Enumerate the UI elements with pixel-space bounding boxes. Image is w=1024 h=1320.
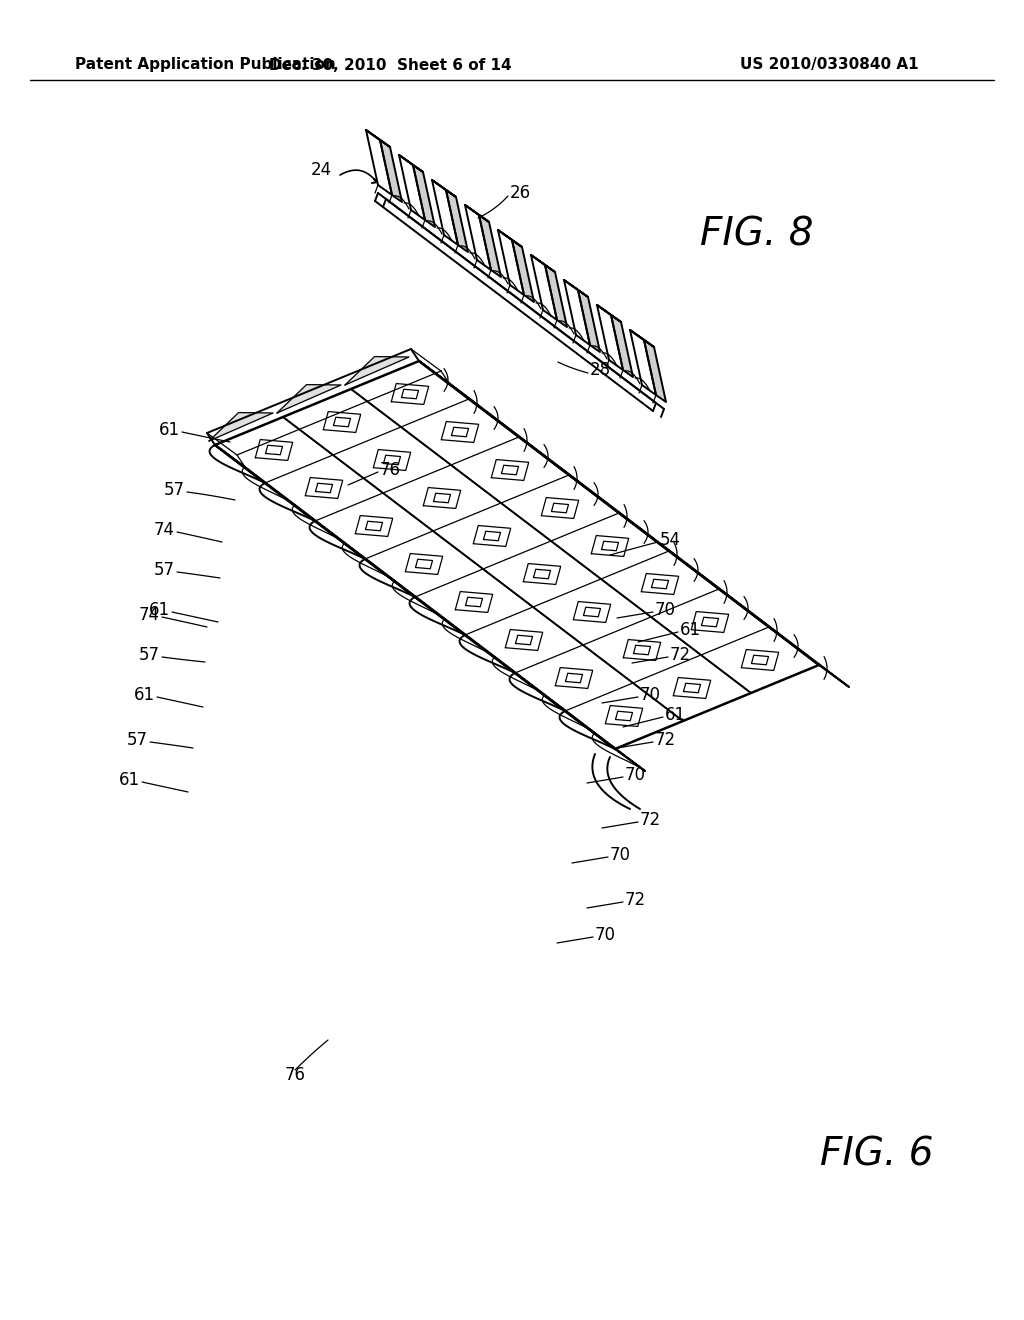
Text: 57: 57 bbox=[154, 561, 175, 579]
Polygon shape bbox=[788, 642, 829, 672]
Polygon shape bbox=[630, 330, 654, 347]
Text: 61: 61 bbox=[665, 706, 686, 723]
Text: 72: 72 bbox=[625, 891, 646, 909]
Polygon shape bbox=[419, 360, 849, 686]
Text: 26: 26 bbox=[510, 183, 531, 202]
Polygon shape bbox=[597, 305, 623, 370]
Polygon shape bbox=[589, 490, 630, 520]
Polygon shape bbox=[438, 376, 479, 407]
Polygon shape bbox=[539, 451, 580, 482]
Text: 61: 61 bbox=[134, 686, 155, 704]
Text: US 2010/0330840 A1: US 2010/0330840 A1 bbox=[740, 58, 919, 73]
Polygon shape bbox=[597, 305, 621, 322]
Polygon shape bbox=[432, 180, 458, 246]
Polygon shape bbox=[479, 215, 501, 277]
Text: Dec. 30, 2010  Sheet 6 of 14: Dec. 30, 2010 Sheet 6 of 14 bbox=[268, 58, 511, 73]
Polygon shape bbox=[255, 440, 293, 461]
Polygon shape bbox=[605, 706, 643, 726]
Text: 70: 70 bbox=[640, 686, 662, 704]
Polygon shape bbox=[498, 230, 522, 247]
Polygon shape bbox=[366, 129, 392, 195]
Text: 74: 74 bbox=[139, 606, 160, 624]
Polygon shape bbox=[564, 280, 590, 345]
Polygon shape bbox=[523, 564, 561, 585]
Polygon shape bbox=[738, 605, 779, 634]
Text: Patent Application Publication: Patent Application Publication bbox=[75, 58, 336, 73]
Polygon shape bbox=[641, 574, 679, 594]
Polygon shape bbox=[488, 414, 529, 444]
Text: 61: 61 bbox=[119, 771, 140, 789]
Polygon shape bbox=[432, 180, 456, 197]
Polygon shape bbox=[639, 528, 679, 558]
Polygon shape bbox=[399, 154, 425, 220]
Polygon shape bbox=[611, 315, 633, 378]
Polygon shape bbox=[564, 280, 588, 297]
Polygon shape bbox=[542, 498, 579, 519]
Text: 57: 57 bbox=[139, 645, 160, 664]
Polygon shape bbox=[573, 602, 610, 623]
Text: 61: 61 bbox=[680, 620, 701, 639]
Polygon shape bbox=[545, 265, 567, 327]
Polygon shape bbox=[492, 459, 528, 480]
Text: 76: 76 bbox=[380, 461, 401, 479]
Polygon shape bbox=[456, 591, 493, 612]
Polygon shape bbox=[441, 421, 478, 442]
Polygon shape bbox=[498, 230, 524, 294]
Polygon shape bbox=[324, 412, 360, 433]
Polygon shape bbox=[305, 478, 343, 499]
Polygon shape bbox=[465, 205, 489, 222]
Polygon shape bbox=[465, 205, 490, 271]
Text: 61: 61 bbox=[148, 601, 170, 619]
Polygon shape bbox=[644, 341, 666, 403]
Polygon shape bbox=[630, 330, 656, 395]
Polygon shape bbox=[366, 129, 390, 147]
Polygon shape bbox=[531, 255, 557, 319]
Polygon shape bbox=[355, 516, 392, 536]
Text: 76: 76 bbox=[285, 1067, 305, 1084]
Polygon shape bbox=[689, 566, 729, 597]
Text: 70: 70 bbox=[595, 927, 616, 944]
Polygon shape bbox=[209, 413, 273, 441]
Polygon shape bbox=[413, 165, 435, 227]
Polygon shape bbox=[374, 450, 411, 470]
Text: 57: 57 bbox=[164, 480, 185, 499]
Polygon shape bbox=[278, 384, 341, 413]
Text: FIG. 6: FIG. 6 bbox=[820, 1137, 934, 1173]
Text: FIG. 8: FIG. 8 bbox=[700, 216, 813, 253]
Text: 70: 70 bbox=[610, 846, 631, 865]
Polygon shape bbox=[473, 525, 511, 546]
Polygon shape bbox=[531, 255, 555, 272]
Text: 72: 72 bbox=[655, 731, 676, 748]
Text: 28: 28 bbox=[590, 360, 611, 379]
Text: 70: 70 bbox=[655, 601, 676, 619]
Text: 54: 54 bbox=[660, 531, 681, 549]
Text: 72: 72 bbox=[670, 645, 691, 664]
Polygon shape bbox=[674, 677, 711, 698]
Polygon shape bbox=[215, 360, 819, 748]
Polygon shape bbox=[215, 445, 645, 771]
Polygon shape bbox=[512, 240, 534, 302]
Polygon shape bbox=[691, 611, 729, 632]
Polygon shape bbox=[446, 190, 468, 252]
Text: 70: 70 bbox=[625, 766, 646, 784]
Text: 57: 57 bbox=[127, 731, 148, 748]
Text: 72: 72 bbox=[640, 810, 662, 829]
Polygon shape bbox=[624, 640, 660, 660]
Polygon shape bbox=[505, 630, 543, 651]
Polygon shape bbox=[345, 356, 409, 385]
Polygon shape bbox=[391, 384, 429, 404]
Text: 74: 74 bbox=[154, 521, 175, 539]
Text: 61: 61 bbox=[159, 421, 180, 440]
Text: 24: 24 bbox=[311, 161, 332, 180]
Polygon shape bbox=[555, 668, 593, 689]
Polygon shape bbox=[423, 487, 461, 508]
Polygon shape bbox=[591, 536, 629, 557]
Polygon shape bbox=[578, 290, 600, 352]
Polygon shape bbox=[406, 553, 442, 574]
Polygon shape bbox=[399, 154, 423, 172]
Polygon shape bbox=[380, 140, 402, 202]
Polygon shape bbox=[741, 649, 778, 671]
